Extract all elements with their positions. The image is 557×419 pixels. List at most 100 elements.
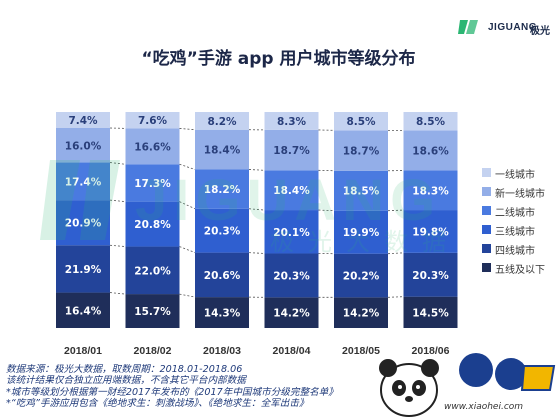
data-label: 20.3% [412, 270, 449, 282]
legend-label: 四线城市 [495, 246, 535, 257]
series-connector [248, 169, 265, 171]
series-connector [179, 246, 196, 253]
x-tick-label: 2018/03 [203, 345, 241, 357]
data-label: 16.4% [65, 305, 102, 317]
bar-segment [264, 297, 319, 328]
jiguang-logo-icon [458, 20, 478, 34]
data-label: 20.1% [273, 227, 310, 239]
x-tick-label: 2018/04 [273, 345, 311, 357]
panda-mascot-icon [379, 353, 556, 417]
bar-segment [125, 128, 180, 165]
legend-item: 三线城市 [482, 223, 557, 242]
bar-segment [56, 245, 110, 293]
data-label: 21.9% [65, 264, 102, 276]
data-label: 18.5% [343, 186, 380, 198]
bar-segment [403, 210, 458, 253]
bar-segment [334, 253, 388, 298]
data-label: 14.2% [273, 308, 310, 320]
data-label: 22.0% [134, 265, 171, 277]
note-line: 该统计结果仅合独立应用端数据，不含其它平台内部数据 [6, 375, 246, 387]
data-label: 8.2% [207, 116, 237, 128]
series-connector [109, 162, 126, 165]
data-label: 8.5% [346, 116, 376, 128]
legend-item: 一线城市 [482, 166, 557, 185]
series-connector [248, 208, 265, 211]
bar-segment [195, 169, 249, 209]
source-notes: 数据来源：极光大数据，取数周期：2018.01-2018.06 该统计结果仅合独… [6, 364, 406, 410]
data-label: 14.3% [204, 308, 241, 320]
bar-segment [56, 292, 110, 328]
bar-segment [334, 112, 388, 131]
bar-segment [334, 170, 388, 211]
x-tick-label: 2018/06 [412, 345, 450, 357]
series-connector [318, 209, 335, 212]
badge-url: www.xiaohei.com [444, 402, 524, 412]
series-connector [387, 209, 404, 212]
data-label: 17.4% [65, 176, 102, 188]
data-label: 20.9% [65, 218, 102, 230]
x-tick-label: 2018/01 [64, 345, 102, 357]
legend-item: 二线城市 [482, 204, 557, 223]
x-tick-label: 2018/02 [134, 345, 172, 357]
bar-segment [403, 252, 458, 297]
data-label: 20.6% [204, 270, 241, 282]
series-connector [109, 292, 126, 295]
logo-brand: JIGUANG [488, 22, 538, 33]
bar-segment [264, 170, 319, 211]
bar-segment [334, 210, 388, 254]
data-label: 18.7% [343, 146, 380, 158]
data-label: 18.7% [273, 145, 310, 157]
bar-segment [334, 297, 388, 328]
data-label: 18.6% [412, 145, 449, 157]
chart-title: “吃鸡”手游 app 用户城市等级分布 [141, 49, 416, 69]
data-label: 20.3% [273, 270, 310, 282]
legend-swatch [482, 206, 491, 215]
legend-label: 新一线城市 [495, 189, 545, 200]
series-connector [179, 163, 196, 170]
data-label: 18.4% [273, 185, 310, 197]
bar-segment [195, 112, 249, 130]
note-line: *城市等级划分根据第一财经2017年发布的《2017年中国城市分级完整名单》 [6, 386, 338, 398]
bar-segment [56, 162, 110, 201]
series-connector [387, 252, 404, 255]
bar-segment [125, 112, 180, 129]
series-connector [387, 296, 404, 298]
data-label: 14.5% [412, 307, 449, 319]
bar-segment [195, 252, 249, 298]
data-label: 20.3% [204, 226, 241, 238]
data-label: 19.9% [343, 227, 380, 239]
data-label: 7.4% [68, 115, 98, 127]
data-label: 16.0% [65, 140, 102, 152]
data-label: 14.2% [343, 308, 380, 320]
data-label: 20.8% [134, 219, 171, 231]
legend-label: 五线及以下 [495, 265, 545, 276]
data-label: 8.3% [277, 116, 307, 128]
bar-segment [125, 164, 180, 202]
legend-swatch [482, 244, 491, 253]
series-connector [109, 199, 126, 203]
legend-label: 三线城市 [495, 227, 535, 238]
bar-segment [264, 253, 319, 298]
bar-segment [56, 112, 110, 128]
series-connector [179, 128, 196, 131]
data-label: 18.3% [412, 185, 449, 197]
bar-segment [56, 200, 110, 246]
legend-swatch [482, 168, 491, 177]
legend-label: 二线城市 [495, 208, 535, 219]
data-label: 17.3% [134, 178, 171, 190]
series-connector [179, 201, 196, 210]
series-connector [109, 244, 126, 247]
chart-legend: 一线城市新一线城市二线城市三线城市四线城市五线及以下 [482, 166, 557, 280]
x-tick-label: 2018/05 [342, 345, 380, 357]
site-badge: www.xiaohei.com [364, 346, 557, 419]
note-line: 数据来源：极光大数据，取数周期：2018.01-2018.06 [6, 364, 243, 375]
bar-segment [403, 112, 458, 131]
legend-item: 四线城市 [482, 242, 557, 261]
jiguang-logo: JIGUANG 极光 [458, 8, 550, 42]
note-line: *“吃鸡”手游应用包含《绝地求生：刺激战场》、《绝地求生：全军出击》 [6, 398, 309, 410]
bar-segment [195, 297, 249, 328]
bar-segment [264, 112, 319, 130]
legend-swatch [482, 263, 491, 272]
bar-segment [125, 201, 180, 247]
